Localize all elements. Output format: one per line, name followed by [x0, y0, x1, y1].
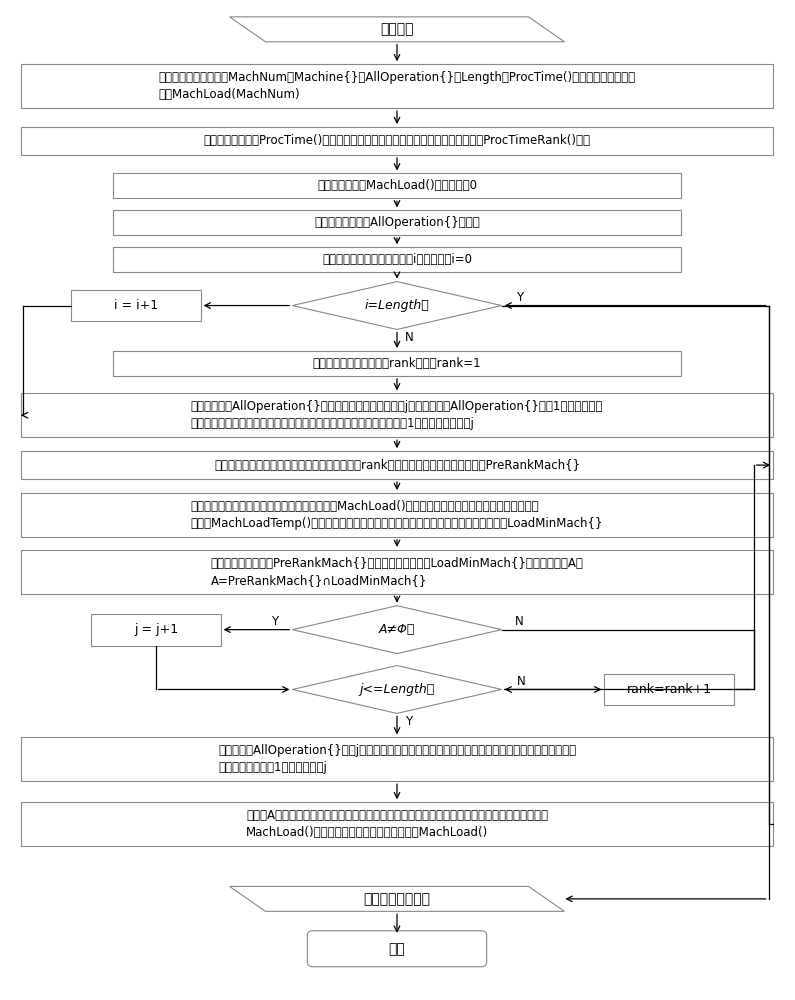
- Text: Y: Y: [271, 615, 278, 628]
- Text: j = j+1: j = j+1: [134, 623, 178, 636]
- Text: N: N: [518, 675, 526, 688]
- Bar: [113, 351, 681, 376]
- Text: 结束: 结束: [389, 942, 405, 956]
- Text: 设置已选择机器的工序数目为i，并赋初值i=0: 设置已选择机器的工序数目为i，并赋初值i=0: [322, 253, 472, 266]
- Bar: [113, 247, 681, 272]
- Bar: [21, 451, 774, 479]
- Text: 从交集A中，任选一台机器，作为当前工序的加工机器，将该机器的加工时间累加到机器负荷数组
MachLoad()的对应元素上，更新机器负荷数组MachLoad(): 从交集A中，任选一台机器，作为当前工序的加工机器，将该机器的加工时间累加到机器负…: [246, 809, 548, 839]
- Bar: [21, 802, 774, 846]
- Text: i = i+1: i = i+1: [114, 299, 158, 312]
- Polygon shape: [293, 282, 502, 329]
- Bar: [21, 393, 774, 437]
- Bar: [91, 614, 221, 646]
- Text: Y: Y: [516, 291, 523, 304]
- Text: 输出机器选择结果: 输出机器选择结果: [363, 892, 431, 906]
- Text: A≠Φ？: A≠Φ？: [378, 623, 415, 636]
- Bar: [604, 674, 734, 705]
- Polygon shape: [293, 606, 502, 654]
- FancyBboxPatch shape: [308, 931, 487, 967]
- Bar: [113, 210, 681, 235]
- Bar: [21, 550, 774, 594]
- Text: 设置工序集合AllOperation{}中，工序的顺序索引变量为j，从工序集合AllOperation{}的第1个元素开始，
查找尚未选择机器的工序，直到找到未: 设置工序集合AllOperation{}中，工序的顺序索引变量为j，从工序集合A…: [191, 400, 603, 430]
- Text: rank=rank+1: rank=rank+1: [626, 683, 712, 696]
- Bar: [21, 493, 774, 537]
- Bar: [21, 127, 774, 155]
- Text: N: N: [515, 615, 524, 628]
- Polygon shape: [230, 17, 564, 42]
- Text: 将机器负荷数组MachLoad()所有元素置0: 将机器负荷数组MachLoad()所有元素置0: [317, 179, 477, 192]
- Text: 从工序集合AllOperation{}的第j个元素开始，继续查找尚未选择机器的工序，直到找到未选择机器的工
序，将该工序基于1的索引赋值给j: 从工序集合AllOperation{}的第j个元素开始，继续查找尚未选择机器的工…: [218, 744, 576, 774]
- Text: j<=Length？: j<=Length？: [359, 683, 435, 696]
- Bar: [71, 290, 200, 321]
- Text: Y: Y: [405, 715, 413, 728]
- Text: 问题输入: 问题输入: [380, 22, 413, 36]
- Bar: [21, 64, 774, 108]
- Text: i=Length？: i=Length？: [365, 299, 429, 312]
- Polygon shape: [293, 666, 502, 713]
- Bar: [21, 737, 774, 781]
- Text: 根据加工时间数组ProcTime()工序可选机器加工时间的大小，给加工时间等级数组ProcTimeRank()赋值: 根据加工时间数组ProcTime()工序可选机器加工时间的大小，给加工时间等级数…: [204, 134, 591, 147]
- Text: 将该工序可选机器的加工时间，与机器负荷数组MachLoad()对应机器的已有负荷相加，组成机器临时负
荷数组MachLoadTemp()，从该数组中选择临时负荷: 将该工序可选机器的加工时间，与机器负荷数组MachLoad()对应机器的已有负荷…: [191, 500, 603, 530]
- Text: 对优先等级机器集合PreRankMach{}和最小负荷机器集合LoadMinMach{}求交集，记为A，
A=PreRankMach{}∩LoadMinMach: 对优先等级机器集合PreRankMach{}和最小负荷机器集合LoadMinMa…: [211, 557, 584, 587]
- Polygon shape: [230, 886, 564, 911]
- Text: 从该工序的可选机器集中，选取加工时间等级为rank的机器，组成优先等级机器集合PreRankMach{}: 从该工序的可选机器集中，选取加工时间等级为rank的机器，组成优先等级机器集合P…: [214, 459, 580, 472]
- Bar: [113, 173, 681, 198]
- Text: 随机排列工序集合AllOperation{}的元素: 随机排列工序集合AllOperation{}的元素: [314, 216, 480, 229]
- Text: N: N: [405, 331, 413, 344]
- Text: 设置优先选择的机器等级rank初值，rank=1: 设置优先选择的机器等级rank初值，rank=1: [312, 357, 481, 370]
- Text: 读取问题数据，初始化MachNum、Machine{}、AllOperation{}、Length、ProcTime()，设置一个机器负荷
数组MachLoad: 读取问题数据，初始化MachNum、Machine{}、AllOperation…: [158, 71, 635, 101]
